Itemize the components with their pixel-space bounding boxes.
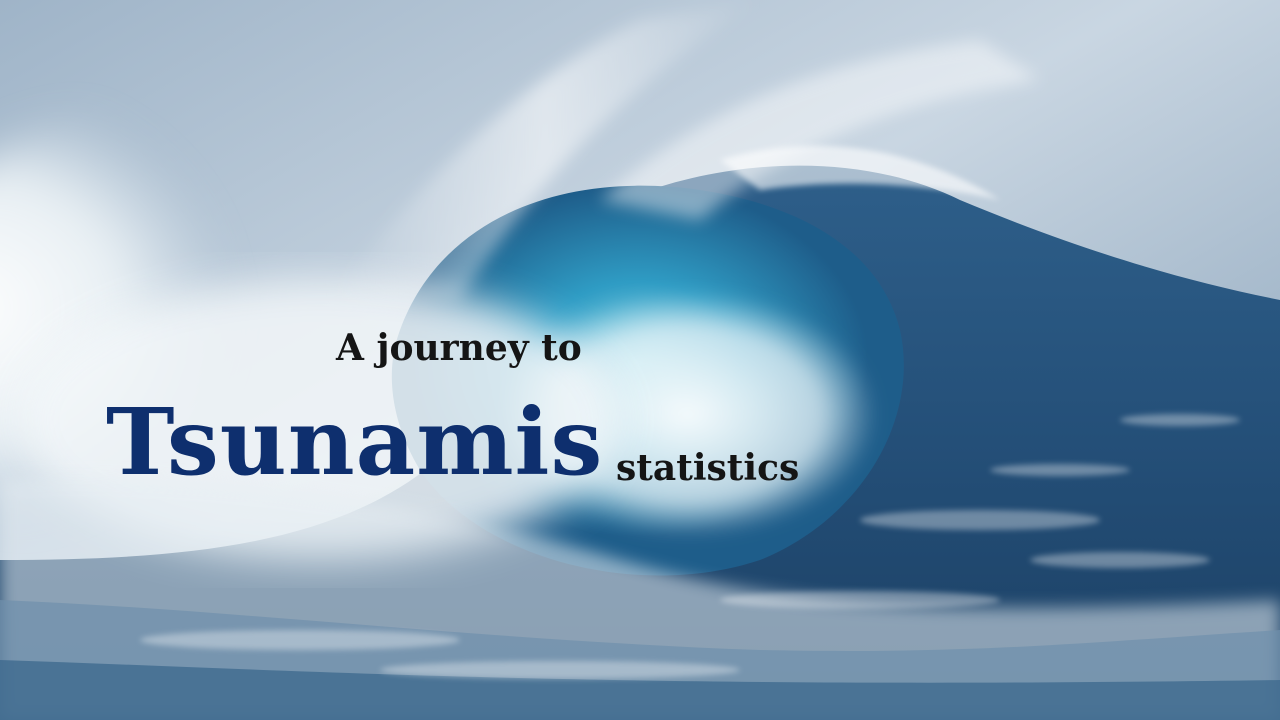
subtitle-line-one: A journey to bbox=[336, 327, 582, 369]
main-title: Tsunamis bbox=[106, 388, 604, 496]
subtitle-line-two: statistics bbox=[616, 447, 800, 489]
